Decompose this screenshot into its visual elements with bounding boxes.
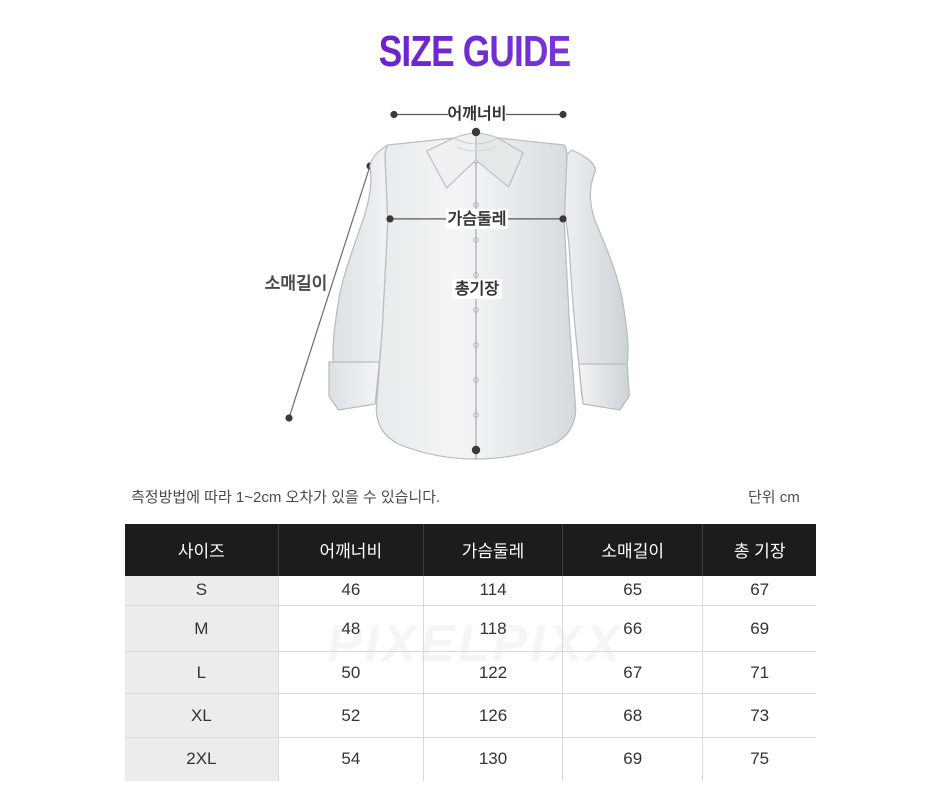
svg-text:가슴둘레: 가슴둘레	[448, 210, 507, 228]
svg-text:어깨너비: 어깨너비	[448, 105, 507, 123]
svg-text:총기장: 총기장	[455, 280, 499, 298]
svg-text:소매길이: 소매길이	[265, 274, 328, 293]
